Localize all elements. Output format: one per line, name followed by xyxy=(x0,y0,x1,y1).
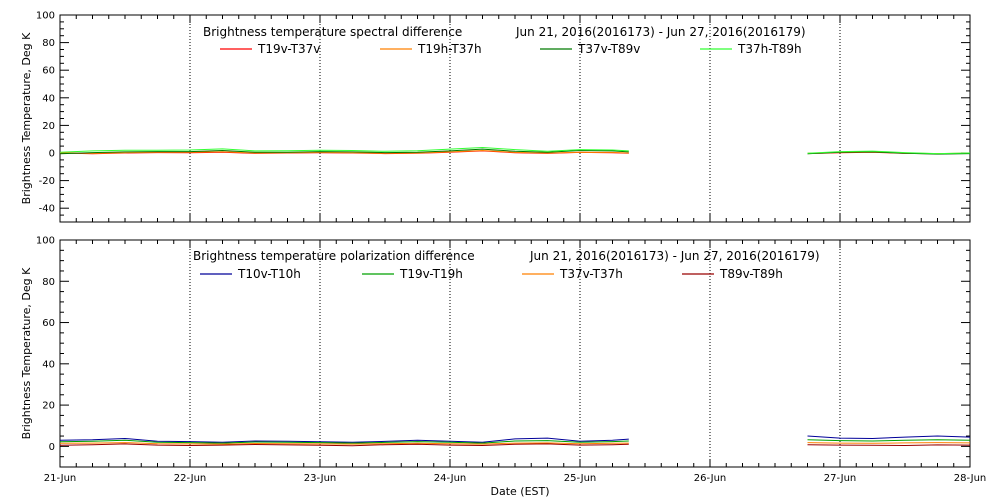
legend-label: T37h-T89h xyxy=(737,42,802,56)
y-tick-label: 60 xyxy=(42,66,55,77)
y-tick-label: 100 xyxy=(36,236,55,247)
legend-label: T10v-T10h xyxy=(237,267,301,281)
legend-label: T37v-T89v xyxy=(577,42,640,56)
chart-title: Brightness temperature polarization diff… xyxy=(193,249,475,263)
date-range: Jun 21, 2016(2016173) - Jun 27, 2016(201… xyxy=(529,249,820,263)
y-tick-label: 80 xyxy=(42,277,55,288)
x-tick-label: 25-Jun xyxy=(564,473,597,484)
x-tick-label: 26-Jun xyxy=(694,473,727,484)
y-axis-label: Brightness Temperature, Deg K xyxy=(20,32,33,204)
series-line-t37h-t89h xyxy=(59,146,971,155)
x-tick-label: 22-Jun xyxy=(174,473,207,484)
series-line-t89v-t89h xyxy=(59,443,971,447)
legend-label: T37v-T37h xyxy=(559,267,623,281)
x-tick-label: 28-Jun xyxy=(954,473,987,484)
y-tick-label: 40 xyxy=(42,93,55,104)
legend-label: T19v-T19h xyxy=(399,267,463,281)
y-tick-label: 20 xyxy=(42,401,55,412)
series-line-t37v-t89v xyxy=(59,148,971,155)
y-tick-label: 80 xyxy=(42,38,55,49)
legend-label: T19h-T37h xyxy=(417,42,482,56)
y-tick-label: 0 xyxy=(49,442,55,453)
y-tick-label: 60 xyxy=(42,318,55,329)
y-tick-label: -20 xyxy=(39,176,55,187)
date-range: Jun 21, 2016(2016173) - Jun 27, 2016(201… xyxy=(515,25,806,39)
y-axis-label: Brightness Temperature, Deg K xyxy=(20,267,33,439)
y-tick-label: -40 xyxy=(39,204,55,215)
panel-polarization-difference: 21-Jun 22-Jun 23-Jun 24-Jun 25-Jun 26-Jun 27-J… xyxy=(20,236,986,485)
x-tick-label: 23-Jun xyxy=(304,473,337,484)
legend-label: T89v-T89h xyxy=(719,267,783,281)
plot-frame xyxy=(59,239,971,468)
y-tick-label: 40 xyxy=(42,359,55,370)
series-line-t19v-t19h xyxy=(59,439,971,444)
y-tick-label: 0 xyxy=(49,149,55,160)
x-tick-label: 24-Jun xyxy=(434,473,467,484)
series-line-t10v-t10h xyxy=(59,435,971,443)
y-tick-label: 20 xyxy=(42,121,55,132)
x-axis-label: Date (EST) xyxy=(490,485,549,498)
plot-frame xyxy=(59,14,971,223)
x-tick-label: 27-Jun xyxy=(824,473,857,484)
x-tick-label: 21-Jun xyxy=(44,473,77,484)
y-tick-label: 100 xyxy=(36,11,55,22)
series-line-t37v-t37h xyxy=(59,442,971,445)
legend-label: T19v-T37v xyxy=(257,42,320,56)
chart-title: Brightness temperature spectral differen… xyxy=(203,25,462,39)
